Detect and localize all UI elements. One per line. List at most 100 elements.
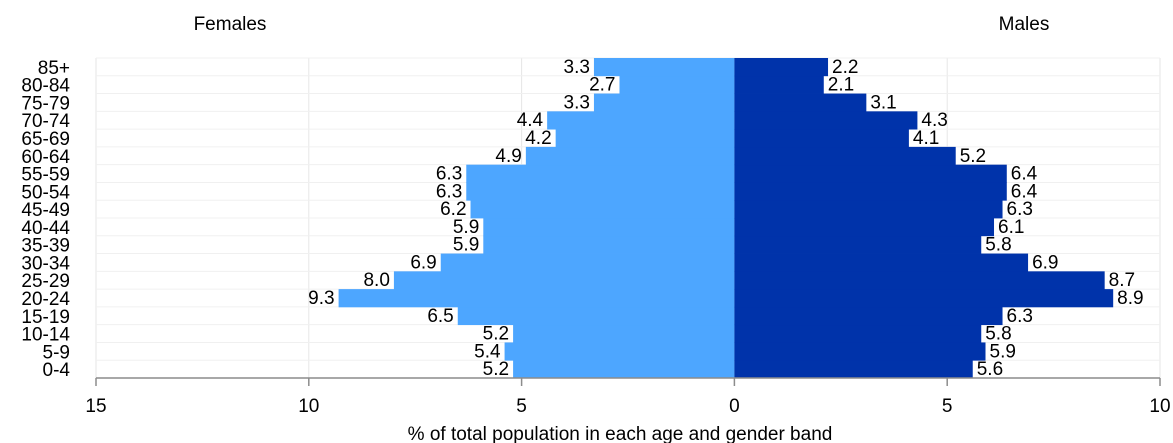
bar-males-5-9 xyxy=(734,342,986,361)
bar-females-30-34 xyxy=(440,253,735,272)
data-label-females: 6.5 xyxy=(427,306,453,327)
bar-females-75-79 xyxy=(593,93,735,112)
data-label-males: 6.4 xyxy=(1011,181,1038,202)
age-band-label: 55-59 xyxy=(21,165,70,186)
data-label-females: 5.2 xyxy=(483,359,509,380)
bar-females-15-19 xyxy=(457,306,735,326)
x-tick-label: 10 xyxy=(298,396,319,417)
bar-females-70-74 xyxy=(547,111,735,130)
data-label-males: 2.1 xyxy=(828,75,854,96)
x-tick-label: 5 xyxy=(516,396,527,417)
bar-males-85+ xyxy=(734,58,829,77)
bar-females-80-84 xyxy=(619,75,735,94)
data-label-females: 5.9 xyxy=(453,217,479,238)
data-label-females: 5.4 xyxy=(474,341,501,362)
data-label-males: 6.4 xyxy=(1011,164,1038,185)
data-label-males: 8.9 xyxy=(1117,288,1143,309)
x-tick-label: 0 xyxy=(729,396,740,417)
bar-males-55-59 xyxy=(734,164,1007,183)
bar-females-50-54 xyxy=(466,182,735,201)
bar-males-65-69 xyxy=(734,129,909,148)
data-label-females: 5.2 xyxy=(483,324,509,345)
bar-males-25-29 xyxy=(734,271,1105,290)
bar-males-0-4 xyxy=(734,360,973,379)
bar-females-55-59 xyxy=(466,164,735,183)
data-label-females: 9.3 xyxy=(308,288,334,309)
data-label-females: 6.3 xyxy=(436,164,462,185)
data-label-males: 3.1 xyxy=(870,92,896,113)
data-label-males: 6.3 xyxy=(1007,199,1033,220)
age-band-label: 0-4 xyxy=(43,360,71,381)
males-header: Males xyxy=(999,14,1050,35)
bar-females-0-4 xyxy=(513,360,735,379)
age-band-label: 25-29 xyxy=(21,271,70,292)
data-label-males: 4.3 xyxy=(921,110,947,131)
age-band-label: 60-64 xyxy=(21,147,70,168)
bar-males-35-39 xyxy=(734,235,982,254)
bar-females-60-64 xyxy=(525,146,735,166)
data-label-males: 5.9 xyxy=(990,341,1016,362)
x-tick-label: 15 xyxy=(85,396,106,417)
x-axis-title: % of total population in each age and ge… xyxy=(408,424,833,443)
data-label-females: 4.9 xyxy=(495,146,521,167)
x-axis: 15 10 5 0 5 10 xyxy=(85,377,1171,417)
age-band-label: 70-74 xyxy=(21,111,70,132)
females-header: Females xyxy=(194,14,267,35)
age-band-label: 80-84 xyxy=(21,76,70,97)
bar-females-85+ xyxy=(593,58,735,77)
age-band-label: 20-24 xyxy=(21,289,70,310)
bar-males-20-24 xyxy=(734,289,1114,308)
age-band-label: 10-14 xyxy=(21,325,70,346)
age-band-labels: 0-45-910-1415-1920-2425-2930-3435-3940-4… xyxy=(21,58,70,381)
bar-females-35-39 xyxy=(483,235,735,254)
bar-males-80-84 xyxy=(734,75,824,94)
bar-males-75-79 xyxy=(734,93,867,112)
data-label-males: 6.3 xyxy=(1007,306,1033,327)
data-label-males: 6.9 xyxy=(1032,252,1058,273)
bar-females-20-24 xyxy=(338,289,735,308)
age-band-label: 30-34 xyxy=(21,253,70,274)
bar-females-5-9 xyxy=(504,342,735,361)
bar-females-25-29 xyxy=(393,271,735,290)
data-label-males: 8.7 xyxy=(1109,270,1135,291)
data-label-males: 5.8 xyxy=(985,235,1011,256)
bar-males-30-34 xyxy=(734,253,1029,272)
age-band-label: 15-19 xyxy=(21,307,70,328)
data-label-females: 6.2 xyxy=(440,199,466,220)
data-label-females: 5.9 xyxy=(453,235,479,256)
bar-females-10-14 xyxy=(513,324,735,343)
data-labels: 5.25.45.26.59.38.06.95.95.96.26.36.34.94… xyxy=(308,57,1143,380)
data-label-females: 8.0 xyxy=(363,270,389,291)
data-label-males: 2.2 xyxy=(832,57,858,78)
age-band-label: 85+ xyxy=(38,58,70,79)
data-label-females: 3.3 xyxy=(564,92,590,113)
data-label-females: 4.2 xyxy=(525,128,551,149)
data-label-females: 6.9 xyxy=(410,252,436,273)
age-band-label: 65-69 xyxy=(21,129,70,150)
x-tick-label: 5 xyxy=(942,396,953,417)
age-band-label: 35-39 xyxy=(21,236,70,257)
bar-males-15-19 xyxy=(734,306,1003,326)
bar-males-40-44 xyxy=(734,218,995,237)
bar-males-60-64 xyxy=(734,146,956,166)
bar-males-10-14 xyxy=(734,324,982,343)
data-label-females: 2.7 xyxy=(589,75,615,96)
bar-males-45-49 xyxy=(734,200,1003,219)
data-label-males: 5.8 xyxy=(985,324,1011,345)
bar-females-40-44 xyxy=(483,218,735,237)
data-label-males: 5.2 xyxy=(960,146,986,167)
data-label-males: 6.1 xyxy=(998,217,1024,238)
age-band-label: 45-49 xyxy=(21,200,70,221)
age-band-label: 5-9 xyxy=(43,342,70,363)
age-band-label: 50-54 xyxy=(21,182,70,203)
data-label-females: 6.3 xyxy=(436,181,462,202)
data-label-males: 4.1 xyxy=(913,128,939,149)
bar-males-70-74 xyxy=(734,111,918,130)
bar-females-65-69 xyxy=(555,129,735,148)
x-tick-label: 10 xyxy=(1149,396,1170,417)
age-band-label: 40-44 xyxy=(21,218,70,239)
data-label-males: 5.6 xyxy=(977,359,1003,380)
age-band-label: 75-79 xyxy=(21,93,70,114)
bar-females-45-49 xyxy=(470,200,735,219)
